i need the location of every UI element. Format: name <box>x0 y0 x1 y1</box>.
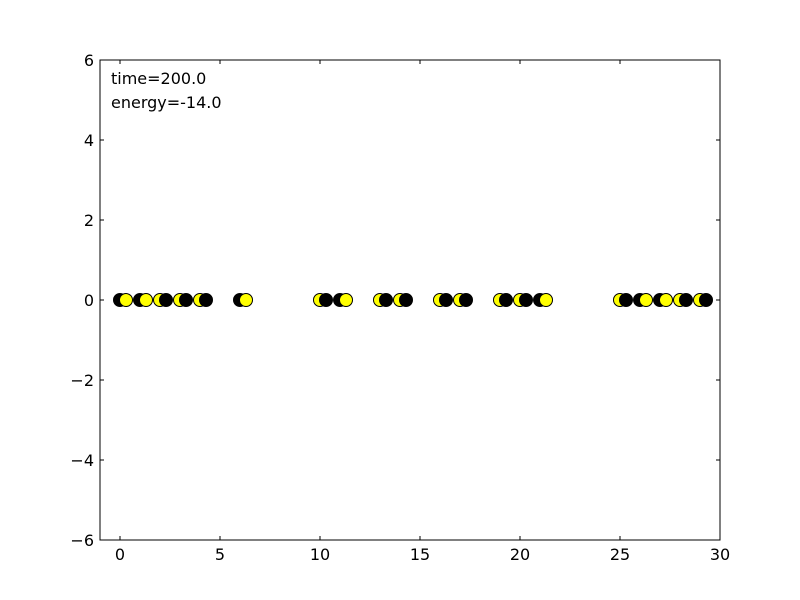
data-point <box>439 293 453 307</box>
x-tick-label: 20 <box>510 545 530 564</box>
y-tick-label: −2 <box>70 371 94 390</box>
data-point <box>239 293 253 307</box>
data-point <box>499 293 513 307</box>
y-tick-label: −6 <box>70 531 94 550</box>
data-point <box>179 293 193 307</box>
x-axis: 0 5 10 15 20 25 30 <box>115 60 730 564</box>
y-tick-label: 6 <box>84 51 94 70</box>
x-tick-label: 5 <box>215 545 225 564</box>
x-tick-label: 10 <box>310 545 330 564</box>
y-tick-label: 4 <box>84 131 94 150</box>
data-point <box>639 293 653 307</box>
y-tick-label: 2 <box>84 211 94 230</box>
data-point <box>659 293 673 307</box>
data-point <box>379 293 393 307</box>
data-point <box>159 293 173 307</box>
x-tick-label: 15 <box>410 545 430 564</box>
data-point <box>699 293 713 307</box>
energy-annotation: energy=-14.0 <box>111 93 222 112</box>
y-axis: −6 −4 −2 0 2 4 6 <box>70 51 720 550</box>
data-point <box>199 293 213 307</box>
data-point <box>139 293 153 307</box>
data-point <box>119 293 133 307</box>
x-tick-label: 25 <box>610 545 630 564</box>
data-point <box>459 293 473 307</box>
x-tick-label: 30 <box>710 545 730 564</box>
data-point <box>619 293 633 307</box>
time-annotation: time=200.0 <box>111 69 206 88</box>
data-point <box>679 293 693 307</box>
data-point <box>339 293 353 307</box>
data-point <box>319 293 333 307</box>
y-tick-label: −4 <box>70 451 94 470</box>
x-tick-label: 0 <box>115 545 125 564</box>
data-points <box>113 293 713 307</box>
data-point <box>399 293 413 307</box>
data-point <box>519 293 533 307</box>
y-tick-label: 0 <box>84 291 94 310</box>
data-point <box>539 293 553 307</box>
